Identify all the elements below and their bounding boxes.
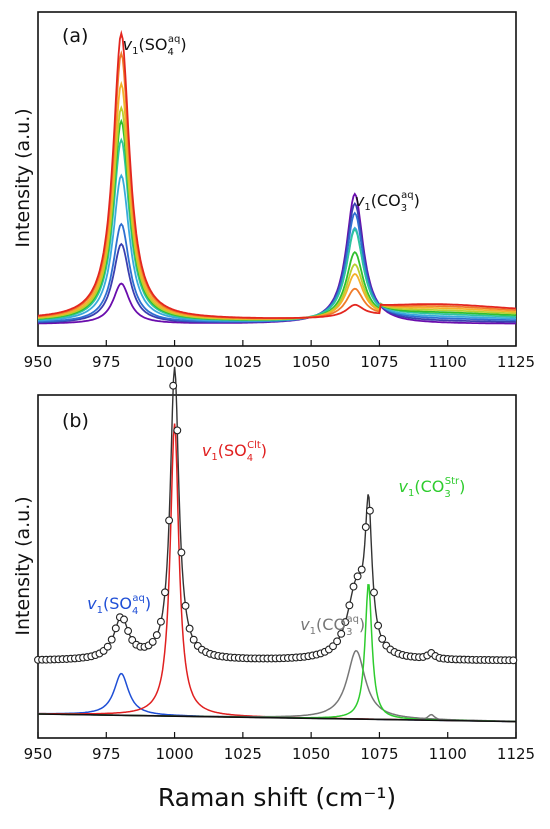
baseline (37, 713, 517, 723)
data-point (124, 627, 133, 635)
data-point (148, 637, 157, 646)
panel-b-curves (37, 366, 517, 723)
x-tick-label: 1125 (497, 353, 535, 371)
x-tick-label: 1000 (155, 353, 193, 371)
x-tick-label: 1050 (292, 353, 330, 371)
panel-b-measured-points (34, 381, 518, 665)
data-point (341, 618, 350, 627)
panel-b: 950 975 1000 1025 1050 1075 1100 1125 (b) Inten… (12, 366, 535, 763)
data-point (329, 642, 337, 651)
panel-a: 950 975 1000 1025 1050 1075 1100 1125 (a) Inten… (12, 11, 535, 371)
data-point (509, 656, 518, 665)
panel-a-x-ticks: 950 975 1000 1025 1050 1075 1100 1125 (24, 340, 535, 371)
data-point (161, 588, 169, 597)
component-curve (38, 423, 516, 723)
panel-a-y-label: Intensity (a.u.) (12, 108, 34, 247)
x-tick-label: 1025 (224, 353, 262, 371)
x-axis-label: Raman shift (cm⁻¹) (158, 783, 396, 812)
panel-b-annotations: v1(SO4aq) v1(SO4Clt) v1(CO3aq) v1(CO3Str) (87, 440, 465, 638)
x-tick-label: 975 (92, 745, 121, 763)
data-point (333, 637, 342, 646)
x-tick-label: 1100 (429, 353, 467, 371)
data-point (156, 617, 165, 626)
x-tick-label: 1075 (360, 353, 398, 371)
data-point (165, 516, 174, 525)
x-tick-label: 1025 (224, 745, 262, 763)
panel-a-annotations: v1(SO4aq) v1(CO3aq) (123, 34, 420, 214)
panel-a-curves (37, 29, 517, 325)
data-point (173, 426, 182, 435)
annotation-co3-aq: v1(CO3aq) (300, 614, 365, 638)
annotation-so4-aq: v1(SO4aq) (123, 34, 187, 58)
annotation-co3-aq: v1(CO3aq) (355, 190, 420, 214)
data-point (169, 381, 178, 390)
data-point (378, 634, 387, 643)
data-point (337, 629, 346, 638)
data-point (103, 642, 112, 651)
panel-a-frame (37, 11, 517, 347)
annotation-co3-str: v1(CO3Str) (399, 476, 466, 500)
annotation-so4-clt: v1(SO4Clt) (202, 440, 267, 464)
data-point (111, 624, 120, 633)
data-point (107, 635, 116, 644)
data-point (365, 506, 374, 515)
data-point (345, 601, 354, 610)
x-tick-label: 1075 (360, 745, 398, 763)
annotation-so4-aq: v1(SO4aq) (87, 593, 151, 617)
x-tick-label: 950 (24, 353, 53, 371)
data-point (120, 615, 128, 624)
series-line (37, 29, 517, 319)
data-point (361, 523, 370, 532)
panel-b-y-label: Intensity (a.u.) (12, 496, 34, 635)
data-point (353, 572, 362, 581)
x-tick-label: 950 (24, 745, 53, 763)
panel-b-frame (37, 394, 517, 739)
x-tick-label: 975 (92, 353, 121, 371)
data-point (374, 621, 383, 630)
x-tick-label: 1000 (155, 745, 193, 763)
x-tick-label: 1125 (497, 745, 535, 763)
panel-a-label: (a) (62, 25, 88, 47)
data-point (189, 635, 198, 644)
data-point (177, 548, 186, 557)
x-tick-label: 1100 (429, 745, 467, 763)
data-point (370, 588, 378, 597)
data-point (349, 582, 358, 591)
data-point (152, 631, 161, 640)
panel-b-label: (b) (62, 410, 89, 432)
x-tick-label: 1050 (292, 745, 330, 763)
panel-b-x-ticks: 950 975 1000 1025 1050 1075 1100 1125 (24, 732, 535, 763)
data-point (181, 601, 190, 610)
data-point (357, 565, 366, 574)
fit-curve (38, 366, 516, 661)
data-point (185, 624, 194, 633)
